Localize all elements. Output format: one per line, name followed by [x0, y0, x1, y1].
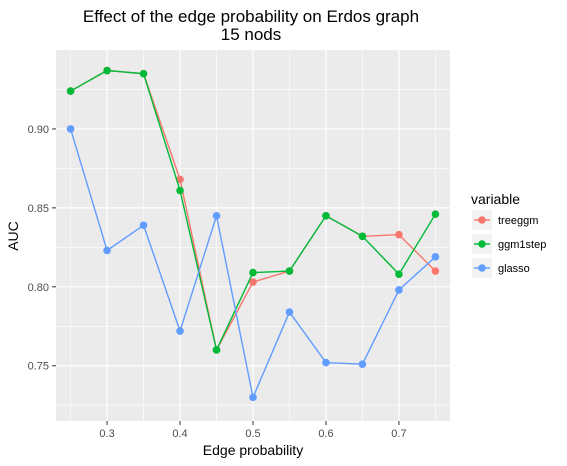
data-point-treeggm-9 [395, 230, 403, 239]
x-tick-label-3: 0.6 [318, 428, 333, 440]
legend-key-point-ggm1step [478, 240, 486, 248]
data-point-ggm1step-2 [139, 69, 148, 78]
legend-label-treeggm: treeggm [498, 215, 538, 227]
legend-items: treeggm ggm1step glasso [472, 210, 546, 278]
data-point-glasso-0 [66, 125, 75, 133]
data-point-ggm1step-4 [212, 346, 221, 354]
data-point-treeggm-3 [176, 175, 184, 184]
legend-key-point-glasso [478, 264, 486, 272]
data-point-ggm1step-10 [431, 210, 440, 218]
legend: variable treeggm ggm1step glasso [471, 191, 546, 278]
data-point-glasso-2 [139, 221, 148, 230]
data-point-ggm1step-5 [249, 268, 257, 277]
series-glasso [66, 125, 440, 402]
y-tick-label-2: 0.85 [28, 203, 49, 215]
data-point-glasso-6 [285, 308, 294, 316]
axis-ticks: 0.3 0.4 0.5 0.6 0.7 0.75 0.80 0.85 0.90 [28, 124, 407, 440]
data-point-glasso-4 [212, 211, 221, 220]
y-tick-label-1: 0.80 [28, 282, 49, 294]
data-point-glasso-10 [431, 253, 440, 261]
data-point-glasso-9 [395, 286, 403, 294]
legend-label-glasso: glasso [498, 263, 530, 275]
data-point-ggm1step-8 [358, 232, 367, 241]
grid-lines [56, 50, 450, 421]
data-point-treeggm-5 [249, 278, 257, 286]
series-ggm1step [66, 66, 440, 354]
chart-title: Effect of the edge probability on Erdos … [83, 7, 419, 26]
y-tick-label-0: 0.75 [28, 361, 49, 373]
y-axis-title: AUC [5, 221, 21, 251]
legend-item-treeggm: treeggm [472, 210, 538, 230]
data-point-ggm1step-0 [66, 87, 75, 95]
x-tick-label-0: 0.3 [99, 428, 114, 440]
legend-label-ggm1step: ggm1step [498, 239, 546, 251]
data-point-ggm1step-6 [285, 267, 294, 275]
data-point-ggm1step-1 [103, 66, 111, 75]
legend-key-point-treeggm [478, 216, 486, 224]
y-tick-label-3: 0.90 [28, 124, 49, 136]
data-point-glasso-7 [322, 358, 330, 367]
series-layer [66, 66, 440, 402]
data-point-ggm1step-7 [322, 211, 330, 220]
data-point-ggm1step-3 [176, 186, 184, 195]
data-point-glasso-8 [358, 360, 367, 368]
data-point-glasso-3 [176, 327, 184, 335]
legend-item-glasso: glasso [472, 258, 530, 278]
x-tick-label-4: 0.7 [391, 428, 406, 440]
x-tick-label-2: 0.5 [245, 428, 260, 440]
legend-title: variable [471, 191, 520, 207]
x-axis-title: Edge probability [203, 442, 303, 458]
legend-item-ggm1step: ggm1step [472, 234, 546, 254]
data-point-glasso-1 [103, 246, 111, 255]
x-tick-label-1: 0.4 [172, 428, 187, 440]
chart-subtitle: 15 nods [221, 25, 282, 44]
data-point-treeggm-10 [431, 267, 440, 275]
data-point-ggm1step-9 [395, 270, 403, 278]
data-point-glasso-5 [249, 393, 257, 402]
